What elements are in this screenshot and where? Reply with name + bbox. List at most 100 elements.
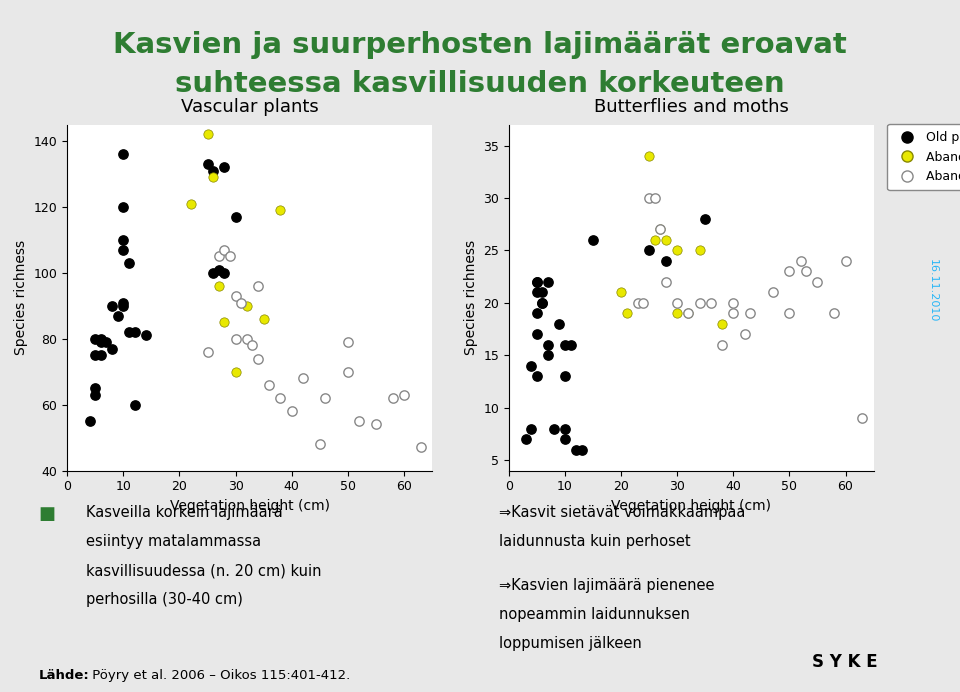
Text: ⇒Kasvit sietävät voimakkaampaa: ⇒Kasvit sietävät voimakkaampaa	[499, 505, 746, 520]
Point	[641, 245, 657, 256]
Point	[87, 349, 103, 361]
Point	[518, 434, 534, 445]
Point	[540, 349, 556, 361]
Point	[529, 308, 544, 319]
Point	[105, 300, 120, 311]
Text: perhosilla (30-40 cm): perhosilla (30-40 cm)	[86, 592, 243, 608]
Point	[703, 298, 718, 309]
Point	[854, 412, 870, 424]
Point	[413, 442, 428, 453]
Point	[121, 257, 136, 268]
Point	[659, 235, 674, 246]
Point	[540, 339, 556, 350]
Point	[115, 235, 131, 246]
Point	[546, 423, 562, 434]
Point	[557, 339, 572, 350]
Point	[99, 336, 114, 347]
Text: ⇒Kasvien lajimäärä pienenee: ⇒Kasvien lajimäärä pienenee	[499, 578, 714, 593]
Point	[523, 360, 539, 371]
Point	[273, 205, 288, 216]
Point	[529, 286, 544, 298]
Point	[121, 327, 136, 338]
Point	[239, 334, 254, 345]
Y-axis label: Species richness: Species richness	[464, 240, 478, 355]
Point	[115, 244, 131, 255]
Point	[340, 366, 355, 377]
Point	[340, 336, 355, 347]
Point	[211, 280, 227, 291]
Point	[110, 310, 126, 321]
Point	[251, 280, 266, 291]
Point	[681, 308, 696, 319]
Point	[568, 444, 584, 455]
Point	[351, 416, 367, 427]
Point	[211, 264, 227, 275]
Y-axis label: Species richness: Species richness	[14, 240, 28, 355]
Text: Lähde:: Lähde:	[38, 668, 89, 682]
Point	[838, 255, 853, 266]
Point	[557, 423, 572, 434]
Text: suhteessa kasvillisuuden korkeuteen: suhteessa kasvillisuuden korkeuteen	[175, 71, 785, 98]
Point	[781, 308, 797, 319]
Text: Pöyry et al. 2006 – Oikos 115:401-412.: Pöyry et al. 2006 – Oikos 115:401-412.	[88, 668, 350, 682]
Point	[613, 286, 629, 298]
Point	[200, 158, 215, 170]
Point	[692, 298, 708, 309]
Point	[535, 298, 550, 309]
Point	[93, 336, 108, 347]
Text: S Y K E: S Y K E	[812, 653, 877, 671]
Point	[765, 286, 780, 298]
Point	[205, 267, 221, 278]
Point	[385, 392, 400, 403]
Point	[127, 327, 142, 338]
Point	[228, 366, 243, 377]
Point	[396, 389, 412, 400]
Point	[223, 251, 238, 262]
Point	[318, 392, 333, 403]
Point	[714, 339, 730, 350]
Point	[557, 371, 572, 382]
Point	[563, 339, 578, 350]
Point	[93, 349, 108, 361]
Point	[115, 149, 131, 160]
Point	[647, 192, 662, 203]
Point	[228, 334, 243, 345]
Point	[312, 439, 327, 450]
Text: nopeammin laidunnuksen: nopeammin laidunnuksen	[499, 607, 690, 622]
Point	[557, 434, 572, 445]
Point	[529, 276, 544, 287]
Point	[647, 235, 662, 246]
Point	[93, 334, 108, 345]
Point	[793, 255, 808, 266]
Point	[523, 423, 539, 434]
Text: Butterflies and moths: Butterflies and moths	[594, 98, 788, 116]
Legend: Old pasture, Abandoned <10 y ago, Abandoned >=10 y ago: Old pasture, Abandoned <10 y ago, Abando…	[887, 124, 960, 190]
Point	[535, 286, 550, 298]
Point	[659, 255, 674, 266]
Point	[799, 266, 814, 277]
Point	[552, 318, 567, 329]
Point	[636, 298, 651, 309]
Text: Kasvien ja suurperhosten lajimäärät eroavat: Kasvien ja suurperhosten lajimäärät eroa…	[113, 31, 847, 59]
Point	[669, 298, 684, 309]
Point	[87, 389, 103, 400]
Text: Vascular plants: Vascular plants	[180, 98, 319, 116]
Point	[726, 298, 741, 309]
Point	[256, 313, 272, 325]
Point	[669, 245, 684, 256]
Point	[742, 308, 757, 319]
Point	[205, 165, 221, 176]
Point	[233, 297, 249, 308]
Point	[217, 317, 232, 328]
Point	[273, 392, 288, 403]
Point	[261, 379, 276, 390]
Point	[827, 308, 842, 319]
Point	[586, 235, 601, 246]
Point	[211, 251, 227, 262]
Point	[228, 291, 243, 302]
Point	[653, 224, 668, 235]
Point	[641, 192, 657, 203]
Point	[217, 162, 232, 173]
Point	[653, 224, 668, 235]
Point	[810, 276, 826, 287]
